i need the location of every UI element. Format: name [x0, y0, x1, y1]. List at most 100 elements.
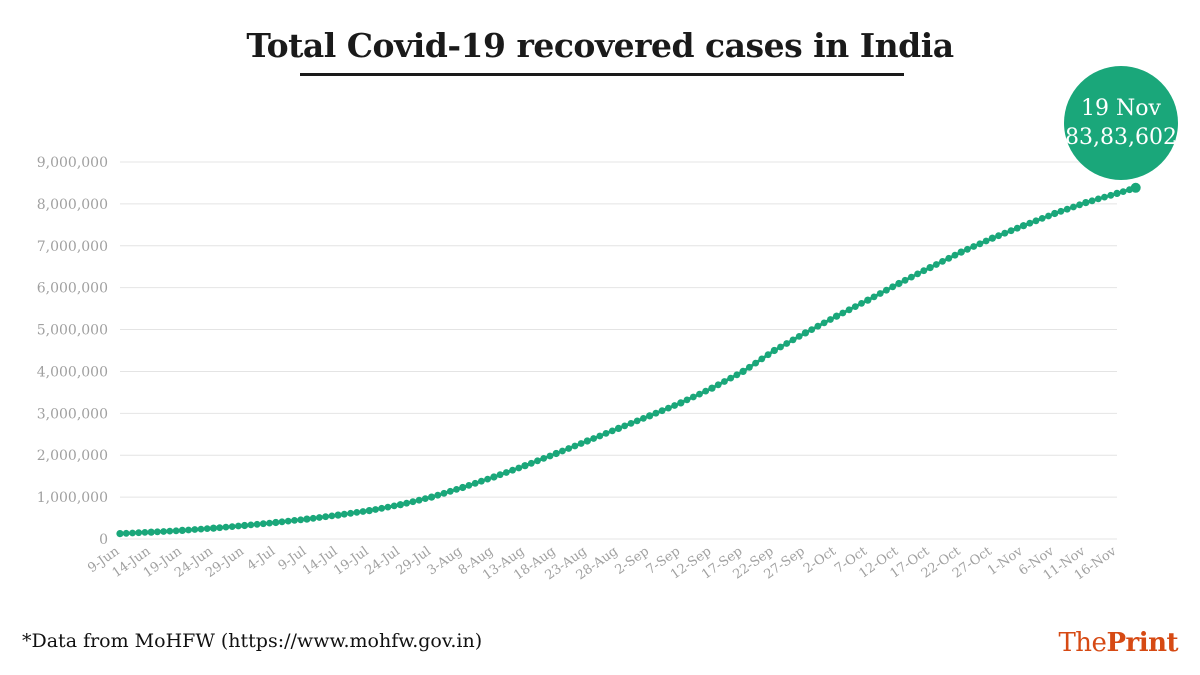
data-point — [976, 240, 984, 248]
data-point — [633, 417, 641, 425]
data-point-key — [178, 526, 186, 535]
data-point — [565, 445, 573, 452]
data-point — [340, 510, 348, 518]
data-point — [914, 270, 921, 278]
data-point-key — [864, 296, 872, 304]
data-point — [322, 513, 329, 521]
data-point — [440, 489, 448, 497]
data-point — [515, 464, 523, 472]
data-point — [465, 482, 473, 489]
data-point — [665, 404, 672, 412]
y-tick-label: 2,000,000 — [37, 448, 108, 464]
x-tick-label: 14-Jul — [300, 544, 340, 578]
data-point — [714, 381, 722, 389]
data-point — [191, 526, 199, 533]
data-point-key — [739, 367, 747, 375]
data-point-key — [646, 412, 654, 420]
y-tick-label: 3,000,000 — [37, 406, 108, 422]
y-tick-label: 0 — [99, 532, 108, 548]
data-point — [883, 286, 890, 294]
data-point — [571, 442, 579, 450]
data-point — [291, 517, 298, 524]
data-point — [546, 452, 554, 460]
y-tick-label: 8,000,000 — [37, 197, 108, 213]
data-point-key — [614, 424, 623, 432]
data-point — [1045, 212, 1052, 220]
data-point — [795, 333, 803, 340]
x-tick-label: 29-Jul — [394, 544, 434, 578]
data-point — [1001, 229, 1009, 237]
data-point — [471, 479, 479, 487]
data-point — [1101, 193, 1108, 201]
data-point — [814, 322, 822, 330]
chart-title: Total Covid-19 recovered cases in India — [246, 26, 954, 65]
data-point-key — [988, 234, 997, 242]
data-point — [789, 336, 797, 344]
data-point-key — [770, 346, 778, 355]
data-point — [689, 393, 697, 401]
data-point — [372, 506, 379, 513]
x-tick-label: 2-Oct — [801, 544, 840, 577]
data-point — [203, 525, 211, 532]
data-point — [733, 371, 741, 379]
x-tick-label: 2-Sep — [613, 544, 652, 578]
data-point — [658, 407, 666, 415]
data-point — [141, 529, 149, 536]
data-point — [259, 520, 267, 528]
data-point — [683, 396, 691, 404]
data-point — [876, 290, 884, 297]
data-point — [764, 351, 772, 359]
data-point — [185, 526, 192, 534]
data-point — [920, 267, 928, 275]
x-tick-label: 24-Jul — [362, 544, 402, 578]
data-point — [908, 273, 915, 281]
data-point — [390, 502, 398, 510]
data-point-key — [272, 518, 280, 527]
data-point — [1119, 188, 1127, 196]
data-point — [378, 504, 386, 512]
data-point — [1070, 203, 1077, 211]
data-point — [166, 527, 174, 535]
brand-logo-part2: Print — [1106, 628, 1178, 658]
data-point-key — [490, 473, 498, 481]
data-point-key — [708, 384, 716, 392]
data-point — [359, 508, 367, 515]
data-point — [453, 486, 460, 493]
data-point — [901, 276, 909, 284]
data-point — [752, 359, 759, 367]
data-point-key — [365, 507, 373, 515]
data-point — [1107, 191, 1115, 199]
data-point — [222, 523, 230, 531]
data-point — [721, 378, 728, 385]
data-point — [353, 509, 361, 516]
data-point — [640, 415, 647, 422]
data-point — [297, 516, 305, 524]
data-point — [845, 306, 853, 314]
data-point — [197, 525, 205, 533]
data-point — [858, 300, 865, 307]
data-point-key — [1051, 209, 1059, 218]
data-point — [621, 422, 629, 430]
x-tick-label: 3-Aug — [425, 544, 465, 579]
data-point-key — [241, 521, 249, 530]
data-point — [415, 496, 423, 504]
brand-logo: ThePrint — [1058, 628, 1178, 658]
data-point — [702, 387, 710, 395]
data-point — [870, 293, 878, 301]
data-point — [839, 309, 847, 317]
data-point — [808, 326, 816, 333]
data-point — [1038, 215, 1046, 222]
data-point — [154, 528, 161, 536]
latest-value-callout: 19 Nov 83,83,602 — [1064, 66, 1178, 180]
x-tick-label: 4-Jul — [245, 544, 279, 574]
data-point — [347, 509, 354, 517]
data-point — [590, 435, 597, 442]
x-tick-label: 19-Jul — [331, 544, 371, 578]
data-point — [652, 409, 660, 417]
data-point — [1076, 201, 1083, 209]
data-point-key — [303, 515, 311, 523]
data-point-key — [147, 528, 155, 536]
data-point — [945, 254, 953, 262]
data-point — [820, 319, 828, 327]
